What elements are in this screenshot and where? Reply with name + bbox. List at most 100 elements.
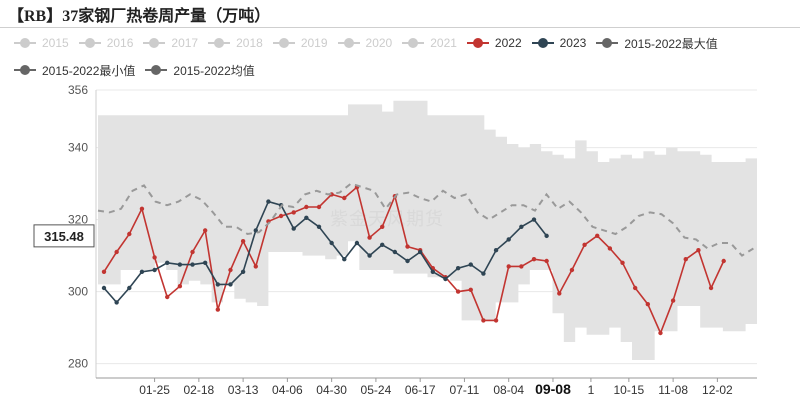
x-tick-label: 01-25 bbox=[139, 383, 170, 397]
legend-label: 2016 bbox=[106, 36, 134, 50]
legend-marker-icon bbox=[531, 38, 554, 48]
x-tick-label: 09-08 bbox=[535, 381, 571, 397]
data-point bbox=[569, 267, 575, 273]
data-point bbox=[228, 267, 233, 273]
legend-item[interactable]: 2021 bbox=[402, 34, 457, 52]
legend-marker-icon bbox=[402, 38, 425, 48]
data-point bbox=[595, 233, 600, 238]
legend-marker-icon bbox=[78, 38, 101, 48]
legend-label: 2015 bbox=[42, 36, 69, 50]
series-line bbox=[103, 185, 725, 336]
data-point bbox=[632, 285, 638, 291]
data-point bbox=[430, 269, 436, 274]
legend-label: 2022 bbox=[494, 36, 522, 50]
data-point bbox=[152, 267, 157, 273]
data-point bbox=[367, 235, 372, 240]
data-point bbox=[253, 228, 258, 233]
legend-item[interactable]: 2015-2022最大值 bbox=[596, 34, 718, 52]
data-point bbox=[531, 257, 537, 262]
data-point bbox=[139, 206, 145, 211]
legend-marker-icon bbox=[143, 38, 166, 48]
legend-marker-icon bbox=[272, 38, 295, 48]
data-point bbox=[531, 217, 537, 222]
data-point bbox=[544, 258, 549, 264]
data-point bbox=[177, 284, 183, 289]
legend-item[interactable]: 2015-2022最小值 bbox=[14, 61, 135, 79]
data-point bbox=[607, 246, 613, 251]
watermark: 紫金天风期货 bbox=[330, 209, 444, 229]
legend-label: 2018 bbox=[236, 36, 263, 50]
y-tick-label: 320 bbox=[68, 213, 88, 227]
legend-marker-icon bbox=[596, 38, 619, 48]
x-tick-label: 07-11 bbox=[450, 383, 480, 397]
data-point bbox=[101, 285, 107, 291]
max-min-band bbox=[98, 100, 757, 361]
data-point bbox=[165, 294, 170, 300]
data-point bbox=[101, 269, 107, 274]
legend-label: 2019 bbox=[300, 36, 328, 50]
data-point bbox=[708, 285, 714, 291]
x-tick-label: 11-08 bbox=[658, 383, 688, 397]
data-point bbox=[291, 210, 296, 215]
range-band bbox=[98, 100, 757, 361]
data-point bbox=[127, 285, 132, 291]
data-point bbox=[278, 213, 284, 219]
x-tick-label: 03-13 bbox=[228, 383, 259, 397]
legend-item[interactable]: 2016 bbox=[78, 34, 134, 52]
y-axis: 280 300 320 340 356 bbox=[68, 83, 97, 378]
x-tick-label: 05-24 bbox=[361, 383, 392, 397]
title-divider bbox=[0, 27, 800, 28]
x-tick-label: 08-04 bbox=[493, 383, 524, 397]
legend-marker-icon bbox=[14, 65, 36, 75]
data-point bbox=[696, 248, 701, 253]
chart-title: 【RB】37家钢厂热卷周产量（万吨） bbox=[8, 8, 271, 25]
data-point bbox=[645, 302, 651, 307]
x-axis: 01-25 02-18 03-13 04-06 04-30 05-24 06-17 07-11… bbox=[96, 377, 757, 397]
x-tick-label: 12-02 bbox=[702, 383, 733, 397]
legend-label: 2017 bbox=[171, 36, 199, 50]
data-point bbox=[481, 318, 486, 323]
data-point bbox=[557, 291, 562, 296]
legend-item[interactable]: 2022 bbox=[466, 34, 522, 52]
data-point bbox=[177, 262, 183, 267]
x-tick-label: 06-17 bbox=[405, 383, 436, 397]
data-point bbox=[519, 224, 524, 229]
legend-item[interactable]: 2017 bbox=[143, 34, 198, 52]
data-point bbox=[481, 271, 486, 276]
data-point bbox=[342, 257, 347, 262]
data-point bbox=[253, 264, 258, 269]
data-point bbox=[202, 228, 208, 233]
data-point bbox=[202, 260, 208, 265]
data-point bbox=[620, 260, 625, 265]
data-point bbox=[342, 195, 347, 201]
data-point bbox=[329, 240, 334, 246]
legend-item[interactable]: 2019 bbox=[272, 34, 328, 52]
legend-label: 2015-2022均值 bbox=[173, 63, 255, 78]
y-callout: 315.48 bbox=[33, 224, 95, 248]
data-point bbox=[455, 266, 461, 271]
data-point bbox=[316, 204, 322, 210]
data-point bbox=[190, 249, 195, 255]
legend-label: 2023 bbox=[559, 36, 587, 50]
legend-marker-icon bbox=[145, 65, 168, 75]
data-point bbox=[443, 276, 448, 282]
data-point bbox=[367, 253, 372, 258]
legend-item[interactable]: 2015-2022均值 bbox=[145, 61, 255, 79]
data-point bbox=[493, 248, 499, 253]
legend-item[interactable]: 2015 bbox=[14, 34, 69, 52]
legend-item[interactable]: 2018 bbox=[208, 34, 263, 52]
legend-item[interactable]: 2020 bbox=[337, 34, 392, 52]
x-tick-label: 1 bbox=[588, 383, 595, 397]
data-point bbox=[215, 307, 221, 312]
y-tick-label: 280 bbox=[68, 357, 88, 371]
data-point bbox=[380, 242, 385, 247]
data-point bbox=[139, 269, 145, 274]
y-tick-label: 356 bbox=[68, 83, 88, 97]
legend-item[interactable]: 2023 bbox=[531, 34, 587, 52]
series-lines bbox=[97, 182, 755, 336]
x-tick-label: 10-15 bbox=[614, 383, 645, 397]
data-point bbox=[721, 258, 726, 264]
data-point bbox=[240, 269, 246, 274]
data-point bbox=[506, 237, 511, 242]
data-point bbox=[417, 249, 423, 255]
